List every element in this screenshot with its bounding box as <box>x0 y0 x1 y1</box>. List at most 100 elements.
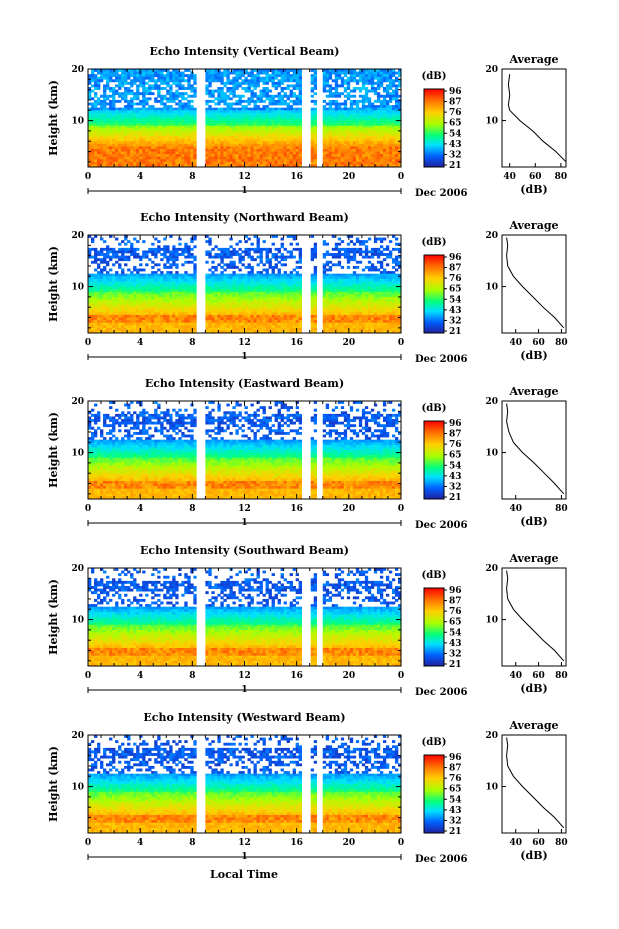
heatmap-cell <box>220 325 224 329</box>
heatmap-cell <box>388 148 393 152</box>
heatmap-cell <box>169 286 173 290</box>
heatmap-cell <box>289 74 293 78</box>
heatmap-cell <box>139 143 143 147</box>
heatmap-cell <box>136 146 140 150</box>
heatmap-cell <box>109 268 113 272</box>
heatmap-cell <box>373 151 378 155</box>
heatmap-cell <box>118 118 122 121</box>
heatmap-cell <box>172 112 176 116</box>
heatmap-cell <box>253 76 257 80</box>
heatmap-cell <box>283 128 287 132</box>
heatmap-cell <box>139 123 143 127</box>
heatmap-cell <box>205 314 209 318</box>
heatmap-cell <box>91 161 95 165</box>
heatmap-cell <box>103 94 107 98</box>
heatmap-cell <box>133 115 137 119</box>
heatmap-cell <box>310 161 315 165</box>
heatmap-cell <box>97 136 101 139</box>
heatmap-cell <box>148 161 152 165</box>
heatmap-cell <box>280 120 284 124</box>
heatmap-cell <box>166 161 170 165</box>
heatmap-cell <box>193 81 197 85</box>
heatmap-cell <box>175 265 179 269</box>
heatmap-cell <box>133 289 137 293</box>
heatmap-cell <box>127 255 131 259</box>
heatmap-cell <box>142 94 146 98</box>
heatmap-cell <box>253 291 257 295</box>
heatmap-cell <box>94 273 98 277</box>
heatmap-cell <box>172 278 176 282</box>
heatmap-cell <box>322 81 327 85</box>
heatmap-cell <box>187 317 191 321</box>
heatmap-cell <box>280 99 284 103</box>
heatmap-cell <box>229 289 233 293</box>
heatmap-cell <box>163 322 167 326</box>
heatmap-cell <box>247 164 251 168</box>
heatmap-cell <box>268 161 272 165</box>
heatmap-cell <box>256 322 260 326</box>
heatmap-cell <box>124 146 128 150</box>
heatmap-cell <box>172 263 176 267</box>
heatmap-cell <box>130 273 134 277</box>
heatmap-cell <box>115 314 119 318</box>
heatmap-cell <box>184 314 188 318</box>
heatmap-cell <box>136 87 140 90</box>
heatmap-cell <box>217 136 221 139</box>
heatmap-cell <box>331 125 336 129</box>
heatmap-cell <box>175 304 179 308</box>
heatmap-cell <box>331 143 336 147</box>
heatmap-cell <box>118 110 122 114</box>
heatmap-cell <box>169 74 173 78</box>
heatmap-cell <box>382 133 387 137</box>
heatmap-cell <box>232 309 236 313</box>
heatmap-cell <box>361 81 366 85</box>
heatmap-cell <box>376 133 381 137</box>
heatmap-cell <box>259 309 263 313</box>
heatmap-cell <box>178 151 182 155</box>
heatmap-cell <box>124 317 128 321</box>
heatmap-cell <box>394 146 399 150</box>
heatmap-cell <box>91 156 95 160</box>
heatmap-cell <box>220 148 224 152</box>
heatmap-cell <box>217 276 221 280</box>
heatmap-cell <box>211 159 215 163</box>
heatmap-cell <box>160 276 164 280</box>
heatmap-cell <box>220 154 224 157</box>
heatmap-cell <box>100 276 104 280</box>
heatmap-cell <box>247 271 251 274</box>
heatmap-cell <box>367 76 372 80</box>
heatmap-cell <box>181 312 185 316</box>
heatmap-cell <box>124 97 128 101</box>
heatmap-cell <box>262 296 266 300</box>
heatmap-cell <box>136 107 140 111</box>
heatmap-cell <box>232 141 236 145</box>
heatmap-cell <box>286 141 290 145</box>
heatmap-cell <box>205 125 209 129</box>
heatmap-cell <box>94 291 98 295</box>
heatmap-cell <box>244 320 248 323</box>
heatmap-cell <box>298 99 302 103</box>
heatmap-cell <box>325 107 330 111</box>
heatmap-cell <box>232 154 236 157</box>
heatmap-cell <box>364 99 369 103</box>
heatmap-cell <box>253 164 257 168</box>
heatmap-cell <box>181 79 185 83</box>
heatmap-cell <box>214 245 218 249</box>
heatmap-cell <box>94 284 98 287</box>
heatmap-cell <box>118 250 122 254</box>
heatmap-cell <box>385 154 390 157</box>
heatmap-cell <box>367 159 372 163</box>
heatmap-cell <box>214 330 218 334</box>
heatmap-cell <box>235 123 239 127</box>
heatmap-cell <box>184 110 188 114</box>
heatmap-cell <box>163 314 167 318</box>
heatmap-cell <box>232 294 236 298</box>
heatmap-cell <box>220 291 224 295</box>
heatmap-cell <box>124 242 128 246</box>
heatmap-cell <box>94 105 98 108</box>
heatmap-cell <box>328 164 333 168</box>
heatmap-cell <box>163 265 167 269</box>
heatmap-cell <box>94 286 98 290</box>
heatmap-cell <box>274 87 278 90</box>
heatmap-cell <box>262 87 266 90</box>
